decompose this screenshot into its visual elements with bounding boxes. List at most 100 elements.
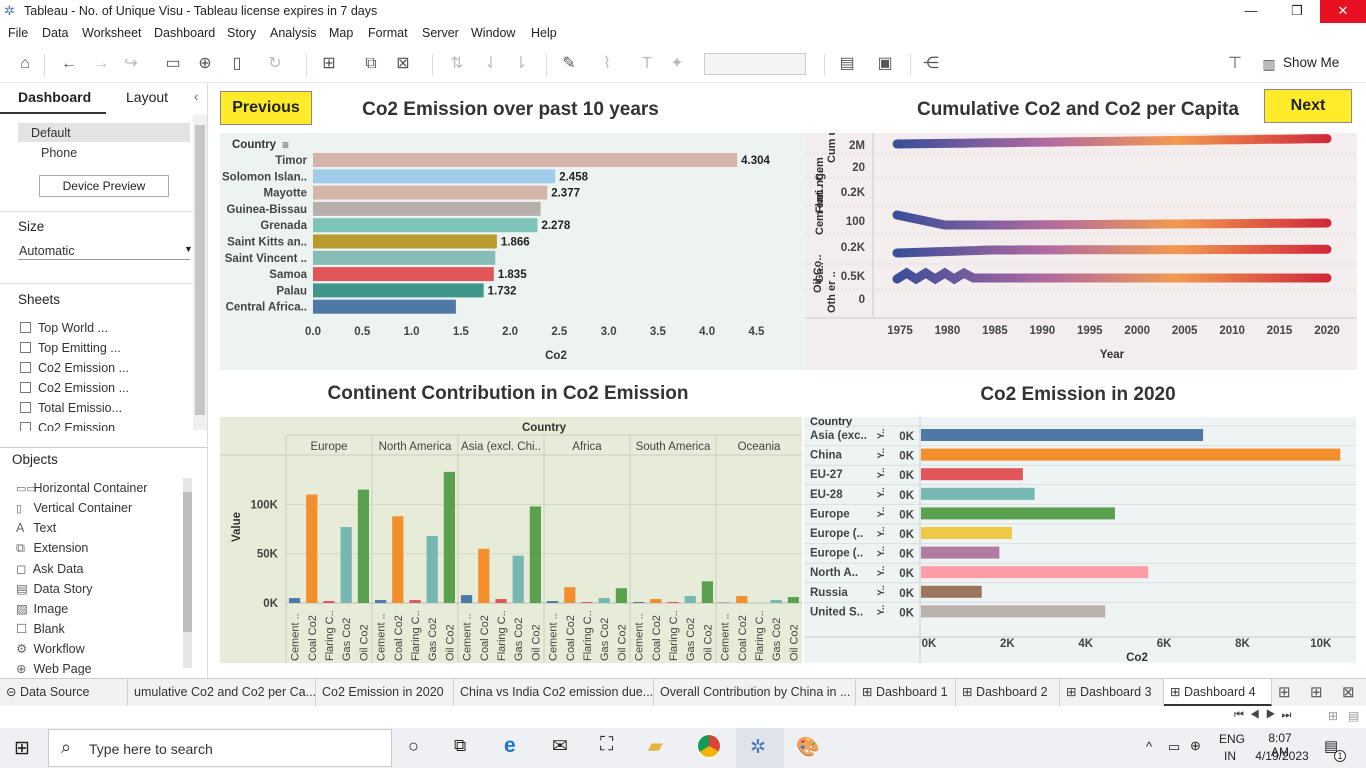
objects-scrollbar[interactable] xyxy=(183,478,192,668)
bar[interactable] xyxy=(461,595,473,603)
tab-overall-china[interactable]: Overall Contribution by China in ... xyxy=(654,679,856,706)
bar[interactable] xyxy=(313,218,538,233)
cortana-icon[interactable]: ○ xyxy=(408,736,419,756)
clear-sheet-icon[interactable]: ⊠ xyxy=(396,55,410,72)
object-workflow[interactable]: ⚙ Workflow xyxy=(16,642,85,656)
show-me-icon[interactable]: ▥ xyxy=(1262,56,1276,72)
object-extension[interactable]: ⧉ Extension xyxy=(16,541,89,555)
network-icon[interactable]: ⊕ xyxy=(1190,738,1201,753)
home-icon[interactable]: ⌂ xyxy=(20,55,30,72)
bar[interactable] xyxy=(650,599,662,603)
minimize-button[interactable]: — xyxy=(1244,3,1258,18)
menu-file[interactable]: File xyxy=(8,26,29,40)
menu-help[interactable]: Help xyxy=(531,26,557,40)
windows-start-icon[interactable]: ⊞ xyxy=(14,738,30,759)
refresh-icon[interactable]: ↻ xyxy=(268,55,282,72)
new-worksheet-icon[interactable]: ⊞ xyxy=(322,55,336,72)
bar[interactable] xyxy=(313,185,548,200)
bar[interactable] xyxy=(684,596,696,603)
presentation-icon[interactable]: ▣ xyxy=(877,55,893,72)
bar[interactable] xyxy=(921,429,1204,441)
bar[interactable] xyxy=(921,585,982,598)
sort-desc-icon[interactable]: ⇂ xyxy=(514,55,528,72)
bar[interactable] xyxy=(921,448,1341,461)
new-dashboard-tab-icon[interactable]: ⊞ xyxy=(1310,684,1323,701)
menu-data[interactable]: Data xyxy=(42,26,69,40)
menu-dashboard[interactable]: Dashboard xyxy=(154,26,216,40)
lang-eng[interactable]: ENG xyxy=(1219,732,1246,746)
bar[interactable] xyxy=(564,587,576,603)
bar[interactable] xyxy=(598,598,610,603)
bar[interactable] xyxy=(921,605,1106,618)
bar[interactable] xyxy=(357,489,369,603)
menu-worksheet[interactable]: Worksheet xyxy=(82,26,142,40)
object-blank[interactable]: ☐ Blank xyxy=(16,622,65,636)
menu-story[interactable]: Story xyxy=(227,26,257,40)
bar[interactable] xyxy=(313,299,456,314)
bar[interactable] xyxy=(581,602,593,603)
bar[interactable] xyxy=(736,596,748,603)
bar[interactable] xyxy=(921,468,1023,481)
undo-icon[interactable]: ← xyxy=(61,55,77,72)
battery-icon[interactable]: ▭ xyxy=(1168,739,1181,754)
previous-button[interactable]: Previous xyxy=(220,91,312,125)
device-phone[interactable]: Phone xyxy=(41,146,78,160)
bar[interactable] xyxy=(426,535,438,603)
device-default[interactable]: Default xyxy=(31,126,71,140)
tab-data-source[interactable]: ⊝ Data Source xyxy=(0,679,128,706)
fit-dropdown[interactable] xyxy=(704,53,806,75)
show-cards-icon[interactable]: ▤ xyxy=(839,55,855,72)
tab-china-india[interactable]: China vs India Co2 emission due... xyxy=(454,679,654,706)
bar[interactable] xyxy=(512,555,524,603)
attach-icon[interactable]: ⌇ xyxy=(603,55,611,72)
chevron-down-icon[interactable]: ▼ xyxy=(184,244,193,254)
bar[interactable] xyxy=(313,153,738,167)
object-text[interactable]: A Text xyxy=(16,521,57,535)
close-button[interactable]: ✕ xyxy=(1320,0,1366,23)
next-button[interactable]: Next xyxy=(1264,89,1352,123)
tab-co2-2020[interactable]: Co2 Emission in 2020 xyxy=(316,679,454,706)
tab-cumulative-co2[interactable]: umulative Co2 and Co2 per Ca... xyxy=(128,679,316,706)
bar[interactable] xyxy=(921,546,1000,559)
bar[interactable] xyxy=(313,234,497,249)
tab-dashboard[interactable]: Dashboard xyxy=(18,89,92,105)
pin-icon[interactable]: ✦ xyxy=(670,55,684,72)
mail-icon[interactable]: ✉ xyxy=(552,736,568,757)
file-explorer-icon[interactable]: ▰ xyxy=(648,736,663,757)
bar[interactable] xyxy=(667,602,679,603)
series-line[interactable] xyxy=(892,210,1332,230)
series-line[interactable] xyxy=(892,267,1332,285)
object-vertical-container[interactable]: ▯ Vertical Container xyxy=(16,501,133,515)
bar[interactable] xyxy=(375,600,387,603)
tab-dashboard-3[interactable]: ⊞ Dashboard 3 xyxy=(1060,679,1164,706)
bar[interactable] xyxy=(529,506,541,603)
bar[interactable] xyxy=(547,601,559,603)
sheet-item[interactable]: Total Emissio... xyxy=(20,401,190,421)
collapse-icon[interactable]: ‹ xyxy=(194,89,199,104)
bar[interactable] xyxy=(313,201,541,216)
text-label-icon[interactable]: T xyxy=(642,55,652,72)
list-view-icon[interactable]: ▤ xyxy=(1348,709,1360,723)
tableau-taskbar-button[interactable] xyxy=(736,728,784,768)
grid-view-icon[interactable]: ⊞ xyxy=(1328,709,1339,723)
bar[interactable] xyxy=(701,581,713,603)
replay-icon[interactable]: ↪ xyxy=(124,55,138,72)
notification-icon[interactable]: ▤ xyxy=(1324,738,1339,755)
object-ask-data[interactable]: ◻ Ask Data xyxy=(16,562,84,576)
share-icon[interactable]: ⋲ xyxy=(923,55,939,72)
bar[interactable] xyxy=(313,169,556,184)
paint-icon[interactable]: 🎨 xyxy=(796,737,820,758)
series-line[interactable] xyxy=(892,134,1332,149)
object-horizontal-container[interactable]: ▭▭ Horizontal Container xyxy=(16,481,148,495)
bar[interactable] xyxy=(770,600,782,603)
new-story-tab-icon[interactable]: ⊠ xyxy=(1342,684,1355,701)
clock-time[interactable]: 8:07 AM xyxy=(1268,731,1292,759)
menu-analysis[interactable]: Analysis xyxy=(270,26,317,40)
task-view-icon[interactable]: ⧉ xyxy=(454,736,467,755)
store-icon[interactable]: ⛶ xyxy=(600,734,614,755)
show-me-button[interactable]: Show Me xyxy=(1283,55,1340,70)
bar[interactable] xyxy=(921,527,1012,539)
menu-window[interactable]: Window xyxy=(471,26,516,40)
tab-dashboard-4[interactable]: ⊞ Dashboard 4 xyxy=(1164,679,1272,706)
bar[interactable] xyxy=(478,548,490,603)
